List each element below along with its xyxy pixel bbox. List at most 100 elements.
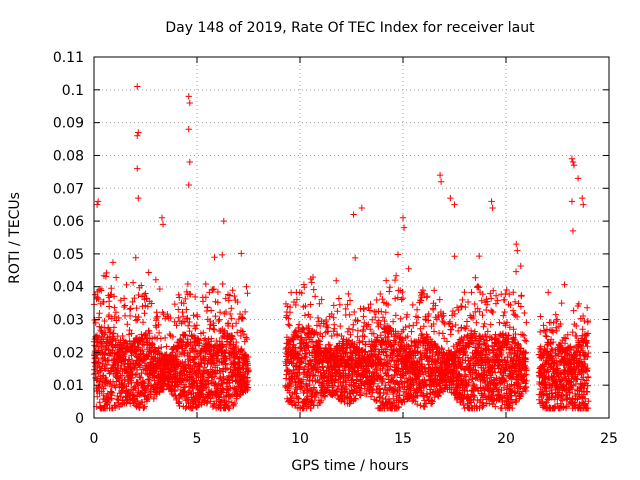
data-point (166, 330, 173, 338)
data-point (137, 374, 144, 381)
data-point (184, 336, 191, 343)
data-point (109, 259, 117, 266)
data-point (175, 306, 182, 313)
data-point (103, 376, 110, 384)
data-point (100, 298, 107, 306)
data-point (94, 334, 101, 342)
data-point (112, 384, 119, 391)
data-point (142, 290, 149, 297)
data-point (185, 403, 192, 410)
data-point (127, 305, 134, 312)
data-point (107, 329, 114, 336)
data-point (126, 306, 134, 313)
data-point (120, 361, 128, 368)
data-point (104, 400, 111, 408)
data-point (155, 329, 163, 337)
data-point (145, 370, 153, 378)
data-point (126, 326, 133, 334)
data-point (129, 279, 137, 286)
data-point (103, 361, 111, 369)
data-point (123, 281, 130, 289)
data-point (115, 314, 122, 322)
data-point (152, 276, 160, 283)
data-point (128, 374, 136, 381)
data-point (146, 330, 153, 337)
data-point (126, 400, 134, 407)
data-point (117, 297, 125, 304)
data-point (107, 388, 115, 396)
data-point (186, 327, 193, 335)
data-point (105, 311, 113, 319)
data-point (141, 310, 148, 317)
data-point (108, 284, 115, 292)
data-point (189, 375, 196, 382)
data-point (179, 313, 187, 320)
data-point (117, 401, 125, 409)
data-point (140, 291, 148, 299)
data-point (121, 302, 129, 309)
data-point (143, 295, 150, 302)
data-point (150, 355, 158, 362)
data-point (172, 352, 179, 360)
data-point (181, 347, 189, 354)
data-point (102, 273, 110, 280)
data-point (139, 319, 147, 326)
data-point (133, 304, 140, 312)
data-point (98, 287, 105, 294)
data-point (163, 343, 170, 350)
data-point (108, 383, 115, 390)
data-point (124, 360, 131, 367)
data-point (175, 314, 182, 322)
data-point (96, 310, 103, 317)
data-point (101, 317, 108, 325)
data-point (118, 372, 126, 379)
data-point (189, 404, 197, 412)
data-point (184, 280, 192, 288)
data-point (173, 322, 180, 329)
data-point (101, 382, 109, 390)
data-point (120, 303, 128, 311)
data-point (184, 341, 191, 349)
data-point (189, 384, 197, 391)
data-point (135, 313, 142, 321)
data-point (153, 314, 160, 322)
data-point (126, 356, 133, 363)
data-point (136, 373, 143, 381)
data-point (180, 300, 188, 307)
data-point (129, 298, 136, 306)
data-point (101, 351, 109, 358)
data-point (139, 303, 146, 310)
data-point (115, 349, 123, 357)
data-point (130, 365, 138, 372)
data-point (133, 393, 141, 400)
data-point (164, 310, 171, 318)
data-point (132, 317, 140, 324)
data-point (112, 274, 120, 281)
data-point (128, 330, 135, 337)
data-point (140, 404, 147, 412)
data-point (111, 313, 118, 320)
data-point (100, 392, 107, 399)
data-point (135, 291, 142, 299)
data-point (119, 332, 126, 340)
data-point (125, 380, 132, 388)
data-point (156, 285, 164, 293)
data-point (95, 295, 102, 303)
data-point (161, 334, 169, 342)
data-point (179, 308, 186, 316)
data-point (156, 388, 163, 396)
data-point (169, 333, 177, 341)
data-point (182, 295, 189, 303)
data-point (190, 312, 197, 319)
data-point (145, 269, 152, 276)
data-point (106, 303, 113, 310)
data-point (184, 314, 191, 322)
data-point (187, 291, 194, 298)
data-point (142, 386, 150, 393)
data-point (176, 294, 183, 301)
data-point (141, 360, 149, 367)
data-point (184, 322, 192, 329)
data-point (152, 354, 159, 361)
data-point (97, 367, 105, 374)
data-point (124, 320, 131, 328)
